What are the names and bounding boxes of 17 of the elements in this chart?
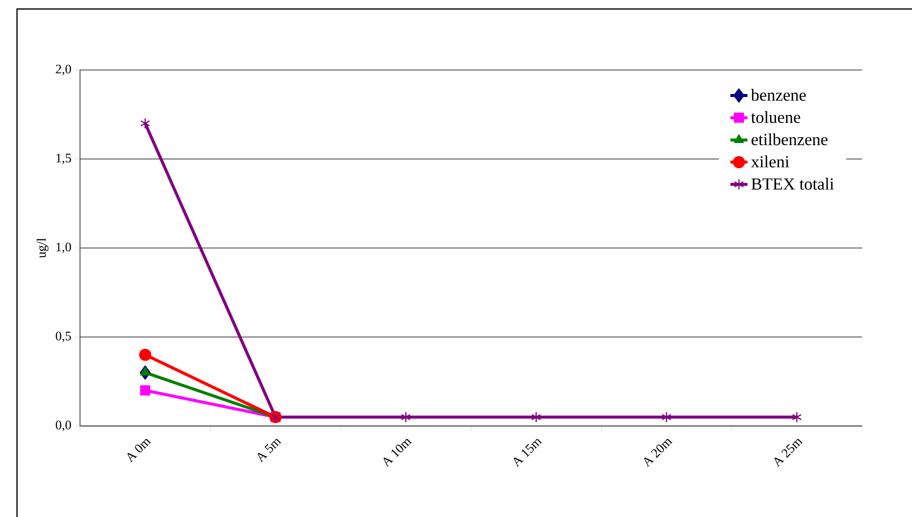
legend-label: BTEX totali	[751, 178, 834, 190]
y-tick-label: 2,0	[56, 64, 71, 76]
y-axis-title: ug/l	[36, 238, 48, 258]
x-tick-label: A 15m	[514, 438, 542, 468]
x-tick-label: A 10m	[384, 439, 412, 468]
x-tick-label: A 20m	[644, 439, 672, 468]
x-tick-label: A 5m	[258, 438, 282, 463]
y-tick-label: 0,0	[56, 420, 71, 432]
y-tick-label: 1,5	[56, 154, 71, 164]
legend-label: toluene	[751, 111, 800, 124]
x-tick-label: A 0m	[127, 439, 152, 463]
x-tick-label: A 25m	[774, 438, 803, 468]
legend-label: benzene	[750, 88, 806, 101]
legend-label: xileni	[751, 156, 790, 168]
y-tick-label: 0,5	[56, 332, 71, 342]
y-tick-label: 1,0	[56, 242, 71, 254]
legend-label: etilbenzene	[752, 133, 828, 146]
